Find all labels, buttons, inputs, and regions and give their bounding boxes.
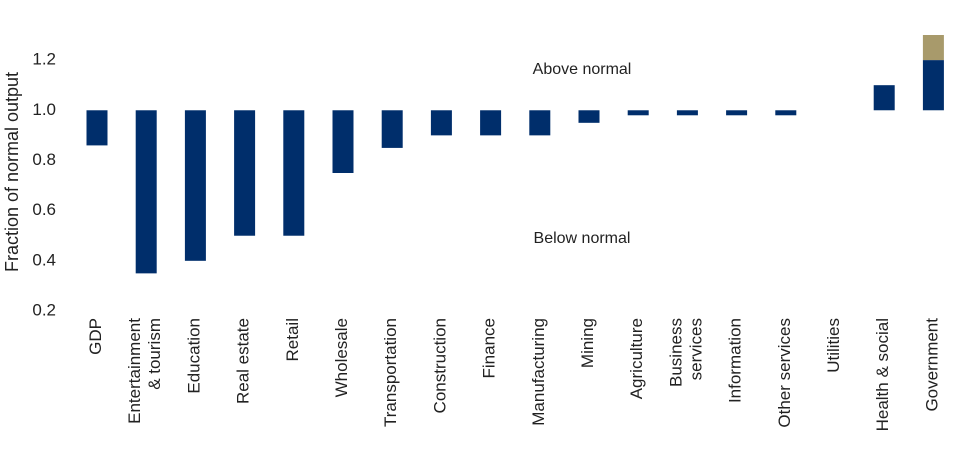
bar (676, 110, 698, 116)
x-tick-label: Health & social (874, 318, 893, 431)
x-tick-label: Transportation (382, 318, 401, 427)
bar (529, 110, 551, 136)
x-tick-label: Utilities (824, 318, 843, 373)
y-tick-label: 0.2 (32, 300, 56, 319)
x-tick-label: Agriculture (628, 318, 647, 399)
x-tick-label: Retail (283, 318, 302, 361)
bar (184, 110, 206, 261)
y-tick-label: 1.0 (32, 100, 56, 119)
y-tick-label: 0.4 (32, 250, 56, 269)
x-tick-label: Entertainment& tourism (126, 318, 165, 424)
bar (86, 110, 108, 146)
bar (430, 110, 452, 136)
bar (726, 110, 748, 116)
bar (480, 110, 502, 136)
bar (873, 85, 895, 111)
bar (922, 35, 944, 61)
bar (332, 110, 354, 173)
x-tick-label: Real estate (234, 318, 253, 404)
bar (135, 110, 157, 274)
bar (234, 110, 256, 236)
x-tick-label: Finance (480, 318, 499, 378)
x-tick-label: Manufacturing (529, 318, 548, 426)
x-tick-label: Mining (578, 318, 597, 368)
bar (922, 60, 944, 111)
bar (283, 110, 305, 236)
y-tick-label: 1.2 (32, 50, 56, 69)
x-tick-label: Information (726, 318, 745, 403)
annotation: Below normal (534, 230, 631, 247)
x-tick-label: GDP (86, 318, 105, 355)
bar (381, 110, 403, 148)
x-tick-label: Wholesale (332, 318, 351, 397)
bar (627, 110, 649, 116)
annotation: Above normal (533, 61, 632, 78)
bar (775, 110, 797, 116)
x-tick-label: Other services (775, 318, 794, 428)
x-tick-label: Education (185, 318, 204, 394)
y-tick-label: 0.8 (32, 150, 56, 169)
x-tick-label: Construction (431, 318, 450, 413)
bar (578, 110, 600, 123)
x-tick-label: Government (923, 318, 942, 412)
x-tick-label: Businessservices (667, 318, 706, 387)
y-axis-label: Fraction of normal output (2, 72, 22, 272)
y-tick-label: 0.6 (32, 200, 56, 219)
